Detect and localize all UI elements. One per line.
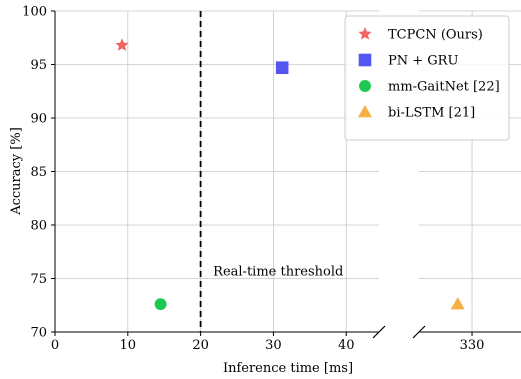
y-tick-label: 100 bbox=[22, 5, 47, 20]
legend-marker-star bbox=[358, 27, 372, 40]
data-points bbox=[115, 38, 465, 311]
y-tick-label: 85 bbox=[30, 165, 47, 180]
legend-item: bi-LSTM [21] bbox=[358, 105, 475, 121]
legend-marker-circle bbox=[359, 80, 371, 92]
legend-marker-triangle bbox=[358, 105, 372, 118]
x-tick-label: 10 bbox=[120, 338, 137, 353]
axes bbox=[51, 10, 521, 339]
x-tick-label: 20 bbox=[192, 338, 209, 353]
legend-label: bi-LSTM [21] bbox=[388, 106, 475, 121]
x-axis-label: Inference time [ms] bbox=[223, 361, 353, 376]
y-tick-label: 95 bbox=[30, 58, 47, 73]
data-point-circle bbox=[154, 298, 167, 311]
legend-marker-square bbox=[358, 53, 372, 67]
x-tick-label: 330 bbox=[460, 338, 485, 353]
y-tick-label: 75 bbox=[30, 272, 47, 287]
data-point-star bbox=[115, 38, 129, 51]
legend-item: TCPCN (Ours) bbox=[358, 27, 483, 43]
legend-box bbox=[344, 15, 510, 141]
axis-break-mark bbox=[412, 325, 426, 339]
real-time-threshold-label: Real-time threshold bbox=[213, 264, 343, 279]
y-tick-label: 90 bbox=[30, 112, 47, 127]
legend-label: TCPCN (Ours) bbox=[388, 28, 483, 43]
axis-break-mark bbox=[372, 325, 386, 339]
legend-label: mm-GaitNet [22] bbox=[388, 80, 500, 95]
y-tick-label: 70 bbox=[30, 326, 47, 341]
x-tick-label: 30 bbox=[265, 338, 282, 353]
x-tick-label: 40 bbox=[338, 338, 355, 353]
legend: TCPCN (Ours) PN + GRU mm-GaitNet [22] bi-LS… bbox=[344, 15, 510, 141]
legend-label: PN + GRU bbox=[388, 54, 458, 69]
legend-item: mm-GaitNet [22] bbox=[359, 80, 500, 95]
data-point-triangle bbox=[450, 297, 465, 310]
legend-item: PN + GRU bbox=[358, 53, 458, 69]
x-tick-label: 0 bbox=[51, 338, 59, 353]
data-point-square bbox=[275, 61, 289, 75]
y-axis-label: Accuracy [%] bbox=[9, 127, 24, 216]
tick-labels: 70 75 80 85 90 95 100 0 10 20 30 40 330 bbox=[22, 5, 484, 354]
y-tick-label: 80 bbox=[30, 219, 47, 234]
